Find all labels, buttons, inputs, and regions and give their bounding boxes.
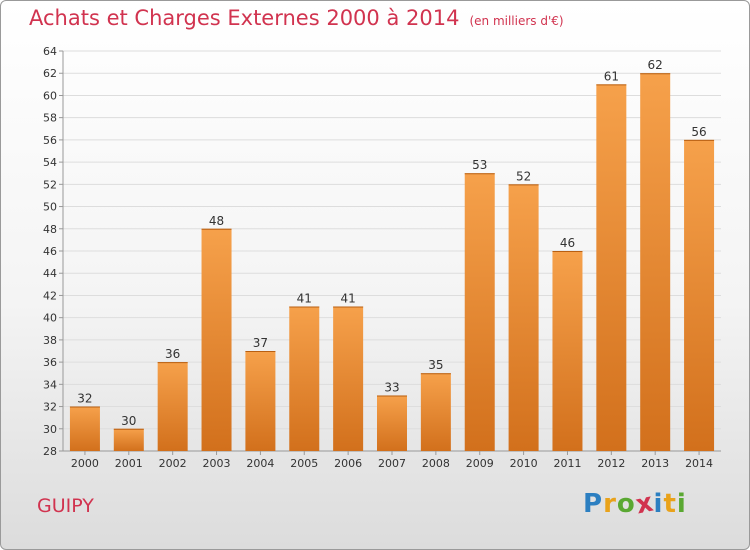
x-tick-label-2004: 2004 [246, 457, 274, 470]
y-tick-label: 38 [43, 334, 57, 347]
x-tick-label-2009: 2009 [466, 457, 494, 470]
y-tick-label: 60 [43, 89, 57, 102]
chart-title-text: Achats et Charges Externes 2000 à 2014 [29, 6, 460, 30]
bar-2011 [552, 251, 583, 451]
chart-title: Achats et Charges Externes 2000 à 2014 (e… [29, 6, 564, 30]
bar-2002 [157, 362, 188, 451]
bar-2005 [289, 306, 320, 451]
value-label-2013: 62 [648, 58, 663, 72]
y-tick-label: 34 [43, 378, 57, 391]
y-tick-label: 30 [43, 423, 57, 436]
y-tick-label: 48 [43, 223, 57, 236]
y-tick-label: 40 [43, 312, 57, 325]
unit-label: (en milliers d'€) [469, 14, 564, 28]
y-tick-label: 50 [43, 201, 57, 214]
bar-2012 [596, 84, 627, 451]
bar-2006 [333, 306, 364, 451]
value-label-2006: 41 [340, 292, 355, 306]
value-label-2001: 30 [121, 414, 136, 428]
x-tick-label-2007: 2007 [378, 457, 406, 470]
logo-letter: i [676, 489, 687, 519]
bar-2004 [245, 351, 276, 451]
x-tick-label-2003: 2003 [203, 457, 231, 470]
bar-2013 [640, 73, 671, 451]
logo-letter: o [616, 489, 636, 519]
logo-letter: r [603, 489, 617, 519]
logo-letter: P [583, 489, 604, 519]
y-tick-label: 56 [43, 134, 57, 147]
y-tick-label: 36 [43, 356, 57, 369]
y-tick-label: 52 [43, 178, 57, 191]
value-label-2009: 53 [472, 158, 487, 172]
value-label-2005: 41 [297, 292, 312, 306]
logo-letter: i [653, 489, 664, 519]
value-label-2008: 35 [428, 358, 443, 372]
y-tick-label: 44 [43, 267, 57, 280]
y-tick-label: 28 [43, 445, 57, 458]
commune-name: GUIPY [37, 495, 94, 517]
value-label-2012: 61 [604, 69, 619, 83]
x-tick-label-2000: 2000 [71, 457, 99, 470]
bar-2003 [201, 228, 232, 451]
y-tick-labels: 28 30 32 34 36 38 40 42 44 46 48 50 52 54 56 58 60 62 64 [43, 45, 57, 458]
y-tick-label: 46 [43, 245, 57, 258]
x-tick-label-2002: 2002 [159, 457, 187, 470]
value-label-2000: 32 [77, 392, 92, 406]
bar-2000 [69, 406, 100, 451]
x-tick-label-2013: 2013 [641, 457, 669, 470]
x-tick-label-2001: 2001 [115, 457, 143, 470]
x-tick-label-2014: 2014 [685, 457, 713, 470]
proxiti-logo[interactable]: Proxiti [583, 487, 687, 520]
bar-2009 [464, 173, 495, 451]
value-label-2014: 56 [691, 125, 706, 139]
x-tick-label-2008: 2008 [422, 457, 450, 470]
y-tick-label: 42 [43, 289, 57, 302]
x-tick-labels: 2000 2001 2002 2003 2004 2005 2006 2007 2008 2009… [71, 451, 713, 470]
y-tick-label: 64 [43, 45, 57, 58]
x-tick-label-2011: 2011 [553, 457, 581, 470]
value-labels: 32 30 36 48 37 41 41 33 35 53 52 46 61 62 56 [77, 58, 706, 428]
y-tick-label: 32 [43, 401, 57, 414]
y-tick-label: 58 [43, 112, 57, 125]
x-tick-label-2005: 2005 [290, 457, 318, 470]
x-tick-label-2010: 2010 [510, 457, 538, 470]
bars [69, 73, 715, 452]
value-label-2010: 52 [516, 169, 531, 183]
value-label-2011: 46 [560, 236, 575, 250]
value-label-2002: 36 [165, 347, 180, 361]
y-tick-label: 62 [43, 67, 57, 80]
y-tick-label: 54 [43, 156, 57, 169]
bar-2010 [508, 184, 539, 452]
bar-2007 [377, 395, 407, 451]
bar-2001 [113, 428, 144, 451]
value-label-2003: 48 [209, 214, 224, 228]
bar-2008 [420, 373, 451, 451]
x-tick-label-2012: 2012 [597, 457, 625, 470]
value-label-2007: 33 [384, 380, 399, 394]
logo-letter: t [663, 489, 677, 519]
x-tick-label-2006: 2006 [334, 457, 362, 470]
bar-2014 [684, 139, 715, 451]
value-label-2004: 37 [253, 336, 268, 350]
